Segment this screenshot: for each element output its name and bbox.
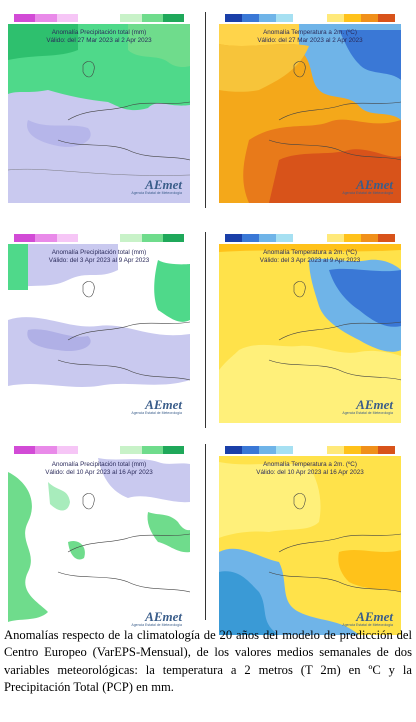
colorbar-swatch [361, 446, 378, 454]
colorbar-swatch [327, 446, 344, 454]
aemet-logo: AEmet Agencia Estatal de Meteorología [342, 397, 393, 415]
panel-period: Válido: del 27 Mar 2023 al 2 Apr 2023 [257, 37, 363, 44]
colorbar-swatch [99, 234, 121, 242]
panel-title: Anomalía Precipitación total (mm) [51, 29, 147, 36]
colorbar-swatch [310, 14, 327, 22]
colorbar-swatch [35, 446, 57, 454]
colorbar-swatch [141, 234, 163, 242]
colorbar-swatch [378, 14, 395, 22]
temp-colorbar [225, 234, 395, 242]
precip-map-week3: Anomalía Precipitación total (mm) Válido… [8, 442, 190, 635]
colorbar-swatch [276, 446, 293, 454]
colorbar-swatch [120, 14, 142, 22]
colorbar-swatch [14, 234, 36, 242]
colorbar-swatch [77, 446, 99, 454]
colorbar-swatch [162, 14, 184, 22]
precip-colorbar [14, 446, 184, 454]
colorbar-swatch [120, 446, 142, 454]
panel-title: Anomalía Temperatura a 2m. (ºC) [263, 249, 357, 256]
colorbar-swatch [99, 446, 121, 454]
colorbar-swatch [293, 446, 310, 454]
colorbar-swatch [293, 14, 310, 22]
colorbar-swatch [378, 446, 395, 454]
colorbar-swatch [35, 234, 57, 242]
colorbar-swatch [361, 14, 378, 22]
colorbar-swatch [378, 234, 395, 242]
column-divider [205, 12, 206, 208]
colorbar-swatch [344, 446, 361, 454]
colorbar-swatch [293, 234, 310, 242]
colorbar-swatch [99, 14, 121, 22]
panel-period: Válido: del 3 Apr 2023 al 9 Apr 2023 [259, 257, 361, 264]
colorbar-swatch [120, 234, 142, 242]
colorbar-swatch [56, 14, 78, 22]
colorbar-swatch [259, 446, 276, 454]
panel-title: Anomalía Temperatura a 2m. (ºC) [263, 461, 357, 468]
colorbar-swatch [276, 234, 293, 242]
colorbar-swatch [344, 14, 361, 22]
colorbar-swatch [276, 14, 293, 22]
colorbar-swatch [14, 446, 36, 454]
aemet-logo: AEmet Agencia Estatal de Meteorología [342, 177, 393, 195]
temp-map-week2: Anomalía Temperatura a 2m. (ºC) Válido: … [219, 230, 401, 423]
temp-colorbar [225, 14, 395, 22]
column-divider [205, 232, 206, 428]
panel-period: Válido: del 27 Mar 2023 al 2 Apr 2023 [46, 37, 152, 44]
temp-map-week3: Anomalía Temperatura a 2m. (ºC) Válido: … [219, 442, 401, 635]
colorbar-swatch [35, 14, 57, 22]
colorbar-swatch [242, 234, 259, 242]
colorbar-swatch [141, 446, 163, 454]
colorbar-swatch [162, 234, 184, 242]
colorbar-swatch [162, 446, 184, 454]
aemet-logo: AEmet Agencia Estatal de Meteorología [131, 609, 182, 627]
colorbar-swatch [259, 234, 276, 242]
colorbar-swatch [14, 14, 36, 22]
aemet-logo: AEmet Agencia Estatal de Meteorología [131, 397, 182, 415]
colorbar-swatch [310, 234, 327, 242]
colorbar-swatch [242, 446, 259, 454]
colorbar-swatch [259, 14, 276, 22]
colorbar-swatch [242, 14, 259, 22]
column-divider [205, 444, 206, 620]
temp-colorbar [225, 446, 395, 454]
colorbar-swatch [344, 234, 361, 242]
precip-anomaly-map [8, 456, 190, 635]
precip-colorbar [14, 14, 184, 22]
panel-title: Anomalía Precipitación total (mm) [51, 249, 147, 256]
temp-map-week1: Anomalía Temperatura a 2m. (ºC) Válido: … [219, 10, 401, 203]
temp-anomaly-map [219, 244, 401, 423]
temp-anomaly-map [219, 456, 401, 635]
precip-map-week1: Anomalía Precipitación total (mm) Válido… [8, 10, 190, 203]
aemet-logo: AEmet Agencia Estatal de Meteorología [131, 177, 182, 195]
panel-title: Anomalía Temperatura a 2m. (ºC) [263, 29, 357, 36]
precip-anomaly-map [8, 244, 190, 423]
colorbar-swatch [225, 446, 242, 454]
colorbar-swatch [77, 234, 99, 242]
panel-period: Válido: del 10 Apr 2023 al 16 Apr 2023 [256, 469, 364, 476]
colorbar-swatch [225, 14, 242, 22]
temp-anomaly-map [219, 24, 401, 203]
precip-colorbar [14, 234, 184, 242]
colorbar-swatch [327, 14, 344, 22]
panel-period: Válido: del 10 Apr 2023 al 16 Apr 2023 [45, 469, 153, 476]
colorbar-swatch [361, 234, 378, 242]
colorbar-swatch [56, 234, 78, 242]
colorbar-swatch [225, 234, 242, 242]
panel-period: Válido: del 3 Apr 2023 al 9 Apr 2023 [48, 257, 150, 264]
aemet-logo: AEmet Agencia Estatal de Meteorología [342, 609, 393, 627]
colorbar-swatch [327, 234, 344, 242]
precip-anomaly-map [8, 24, 190, 203]
figure-caption: Anomalías respecto de la climatología de… [4, 628, 412, 694]
panel-title: Anomalía Precipitación total (mm) [51, 461, 147, 468]
colorbar-swatch [77, 14, 99, 22]
colorbar-swatch [141, 14, 163, 22]
colorbar-swatch [56, 446, 78, 454]
precip-map-week2: Anomalía Precipitación total (mm) Válido… [8, 230, 190, 423]
colorbar-swatch [310, 446, 327, 454]
